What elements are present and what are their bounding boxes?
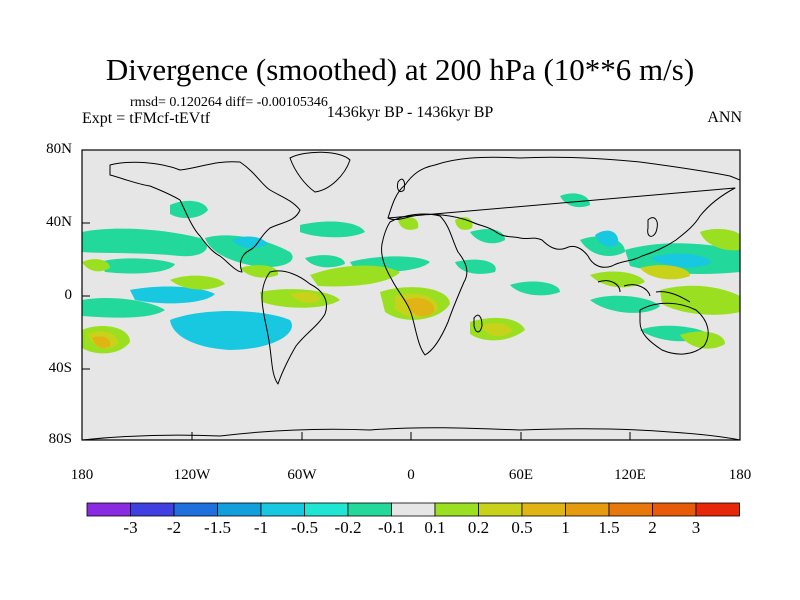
- field-patch: [82, 259, 110, 272]
- colorbar-label: 1.5: [598, 518, 620, 537]
- field-patch: [560, 193, 590, 208]
- colorbar-label: -1: [253, 518, 269, 537]
- coast-japan: [647, 217, 658, 237]
- field-patch: [398, 217, 419, 230]
- field-patch: [100, 258, 175, 274]
- colorbar-swatch: [521, 502, 566, 517]
- divergence-field: [82, 193, 740, 354]
- colorbar-swatch: [173, 502, 218, 517]
- colorbar-label: -0.5: [291, 518, 318, 537]
- lat-tick-label: 80N: [46, 141, 72, 157]
- colorbar-label: 1: [561, 518, 570, 537]
- field-patch: [82, 228, 208, 257]
- coast-south-america: [261, 270, 327, 385]
- field-patch: [650, 253, 712, 268]
- lat-tick-label: 0: [64, 287, 73, 303]
- plot-title: Divergence (smoothed) at 200 hPa (10**6 …: [105, 52, 695, 87]
- colorbar-swatch: [695, 502, 740, 517]
- lat-tick-label: 40S: [48, 360, 72, 376]
- coast-uk: [397, 178, 405, 193]
- colorbar-swatch: [304, 502, 349, 517]
- field-patch: [480, 323, 512, 336]
- colorbar-label: 0.5: [511, 518, 533, 537]
- lat-tick-label: 40N: [46, 214, 72, 230]
- coast-greenland: [289, 151, 351, 193]
- colorbar-swatch: [434, 502, 479, 517]
- field-patch: [510, 281, 560, 296]
- field-patch: [590, 271, 645, 288]
- colorbar-label: -1.5: [204, 518, 231, 537]
- colorbar-label: 3: [691, 518, 701, 537]
- colorbar: [86, 502, 740, 517]
- colorbar-swatch: [260, 502, 305, 517]
- colorbar-swatch: [130, 502, 175, 517]
- colorbar-swatch: [478, 502, 523, 517]
- colorbar-swatch: [391, 502, 436, 517]
- lon-tick-label: 120E: [614, 467, 646, 483]
- coast-australia: [639, 302, 709, 355]
- field-patch: [82, 298, 165, 318]
- season-label: ANN: [707, 109, 742, 126]
- lon-tick-label: 60W: [287, 467, 317, 483]
- colorbar-label: 2: [648, 518, 657, 537]
- axis-ticks: [81, 149, 741, 441]
- field-patch: [640, 265, 690, 280]
- colorbar-label: 0.1: [424, 518, 446, 537]
- field-patch: [660, 285, 740, 315]
- lon-tick-label: 0: [407, 467, 415, 483]
- field-patch: [290, 292, 320, 303]
- lon-tick-label: 180: [728, 467, 752, 483]
- field-patch: [680, 331, 725, 349]
- colorbar-label: -2: [166, 518, 182, 537]
- experiment-label: Expt = tFMcf-tEVtf: [82, 110, 211, 127]
- field-patch: [310, 265, 400, 287]
- field-patch: [700, 229, 740, 251]
- colorbar-swatch: [652, 502, 697, 517]
- field-patch: [170, 200, 208, 219]
- stats-text: rmsd= 0.120264 diff= -0.00105346: [130, 95, 328, 110]
- lon-tick-label: 60E: [508, 467, 534, 483]
- coast-north-america: [109, 161, 301, 273]
- colorbar-label: -0.2: [334, 518, 362, 537]
- lon-tick-label: 180: [70, 467, 94, 483]
- field-patch: [170, 275, 225, 290]
- field-patch: [595, 230, 619, 247]
- colorbar-label: -3: [123, 518, 138, 537]
- colorbar-swatch: [347, 502, 392, 517]
- field-patch: [300, 221, 365, 238]
- field-patch: [130, 286, 215, 304]
- colorbar-label: 0.2: [467, 518, 490, 537]
- lon-tick-label: 120W: [173, 467, 211, 483]
- period-label: 1436kyr BP - 1436kyr BP: [326, 104, 494, 121]
- coast-maritime-continent: [597, 280, 691, 303]
- coastlines: [82, 151, 740, 440]
- field-patch: [405, 298, 435, 317]
- colorbar-swatch: [217, 502, 262, 517]
- colorbar-swatch: [608, 502, 653, 517]
- colorbar-label: -0.1: [378, 518, 405, 537]
- lat-tick-label: 80S: [48, 431, 72, 447]
- colorbar-swatch: [565, 502, 610, 517]
- coast-africa: [381, 213, 468, 356]
- colorbar-swatch: [86, 502, 131, 517]
- field-patch: [305, 255, 345, 268]
- field-patch: [170, 311, 292, 350]
- coast-madagascar: [473, 314, 483, 333]
- field-patch: [232, 236, 268, 249]
- field-patch: [92, 336, 111, 348]
- coast-antarctica: [82, 427, 740, 440]
